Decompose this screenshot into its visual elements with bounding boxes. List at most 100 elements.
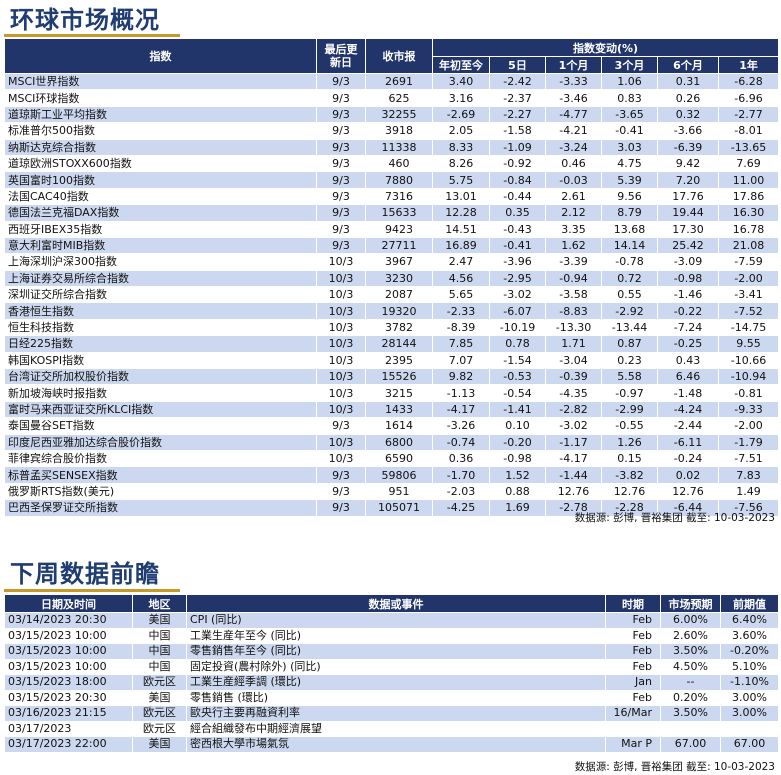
header-previous: 前期值 [720, 594, 779, 613]
close-cell: 28144 [365, 335, 433, 353]
ytd-cell: -0.74 [432, 433, 490, 451]
change-5d-cell: -3.96 [489, 253, 546, 271]
index-name-cell: 西班牙IBEX35指数 [4, 220, 317, 238]
ytd-cell: -2.33 [432, 302, 490, 320]
updated-cell: 9/3 [316, 138, 366, 156]
event-previous-cell: 67.00 [720, 736, 779, 753]
ytd-cell: 9.82 [432, 368, 490, 386]
close-cell: 1433 [365, 400, 433, 419]
table-row: 03/15/2023 18:00 欧元区 工業生産經季調 (環比) Jan -- -1.1… [4, 674, 779, 691]
event-datetime-cell: 03/15/2023 10:00 [4, 627, 133, 644]
event-region-cell: 欧元区 [132, 674, 187, 691]
event-previous-cell: 6.40% [720, 612, 779, 629]
change-5d-cell: 0.35 [489, 204, 546, 222]
event-expected-cell: 4.50% [660, 658, 721, 675]
change-6m-cell: -3.66 [657, 122, 719, 140]
change-1y-cell: -2.77 [717, 105, 780, 124]
change-5d-cell: -1.58 [489, 122, 546, 140]
event-expected-cell: -- [660, 674, 721, 691]
index-name-cell: 纳斯达克综合指数 [4, 138, 317, 156]
index-name-cell: 菲律宾综合股价指数 [4, 449, 317, 468]
event-region-cell: 中国 [132, 658, 187, 675]
table-row: 泰国曼谷SET指数 9/3 1614 -3.26 0.10 -3.02 -0.55 -2.44… [4, 417, 780, 435]
header-updated: 最后更新日 [316, 38, 366, 74]
event-name-cell: 工業生産年至今 (同比) [186, 627, 606, 644]
index-name-cell: 意大利富时MIB指数 [4, 236, 317, 255]
header-expected: 市场预期 [660, 594, 721, 613]
change-3m-cell: -0.41 [601, 122, 658, 140]
close-cell: 6590 [365, 449, 433, 468]
updated-cell: 9/3 [316, 466, 366, 484]
ytd-cell: -1.13 [432, 384, 490, 402]
change-5d-cell: -10.19 [489, 318, 546, 337]
ytd-cell: 2.47 [432, 253, 490, 271]
table-row: 纳斯达克综合指数 9/3 11338 8.33 -1.09 -3.24 3.03 -6.39-… [4, 138, 780, 156]
table-row: 富时马来西亚证交所KLCI指数 10/3 1433 -4.17 -1.41 -2.82 -2… [4, 400, 780, 419]
calendar-section-title: 下周数据前瞻 [10, 560, 160, 588]
ytd-cell: -3.26 [432, 417, 490, 435]
change-1m-cell: -3.33 [545, 72, 602, 91]
change-1m-cell: -4.21 [545, 122, 602, 140]
change-1m-cell: 2.12 [545, 204, 602, 222]
change-6m-cell: 19.44 [657, 204, 719, 222]
close-cell: 105071 [365, 499, 433, 517]
change-6m-cell: 9.42 [657, 154, 719, 173]
market-section-title: 环球市场概况 [10, 6, 160, 34]
change-1m-cell: -8.83 [545, 302, 602, 320]
index-name-cell: 上海证券交易所综合指数 [4, 269, 317, 288]
change-1m-cell: -0.94 [545, 269, 602, 288]
change-1y-cell: -2.00 [717, 417, 780, 435]
change-1y-cell: -7.59 [717, 253, 780, 271]
updated-cell: 10/3 [316, 351, 366, 370]
ytd-cell: 16.89 [432, 236, 490, 255]
ytd-cell: 13.01 [432, 187, 490, 206]
change-5d-cell: -3.02 [489, 286, 546, 304]
updated-cell: 9/3 [316, 499, 366, 517]
table-row: 日经225指数 10/3 28144 7.85 0.78 1.71 0.87 -0.25 9.5… [4, 335, 780, 353]
event-name-cell: 固定投資(農村除外) (同比) [186, 658, 606, 675]
table-row: MSCI环球指数 9/3 625 3.16 -2.37 -3.46 0.83 0.26 -6.9… [4, 89, 780, 107]
change-3m-cell: -3.65 [601, 105, 658, 124]
change-1m-cell: -3.24 [545, 138, 602, 156]
event-previous-cell: -0.20% [720, 643, 779, 660]
change-3m-cell: 3.03 [601, 138, 658, 156]
change-3m-cell: 14.14 [601, 236, 658, 255]
change-5d-cell: -0.44 [489, 187, 546, 206]
change-5d-cell: -0.92 [489, 154, 546, 173]
close-cell: 7880 [365, 171, 433, 189]
table-row: 道琼欧洲STOXX600指数 9/3 460 8.26 -0.92 0.46 4.75 9.4… [4, 154, 780, 173]
change-6m-cell: 0.02 [657, 466, 719, 484]
table-row: 上海证券交易所综合指数 10/3 3230 4.56 -2.95 -0.94 0.72 -0.… [4, 269, 780, 288]
ytd-cell: 12.28 [432, 204, 490, 222]
change-1m-cell: 1.71 [545, 335, 602, 353]
event-datetime-cell: 03/16/2023 21:15 [4, 705, 133, 722]
header-change-group: 指数变动(%) [431, 38, 780, 57]
change-6m-cell: -3.09 [657, 253, 719, 271]
change-5d-cell: 0.10 [489, 417, 546, 435]
change-1m-cell: -4.17 [545, 449, 602, 468]
event-name-cell: 零售銷售 (環比) [186, 689, 606, 706]
change-6m-cell: 6.46 [657, 368, 719, 386]
ytd-cell: 7.85 [432, 335, 490, 353]
close-cell: 27711 [365, 236, 433, 255]
index-name-cell: 韩国KOSPI指数 [4, 351, 317, 370]
change-5d-cell: -0.84 [489, 171, 546, 189]
ytd-cell: -4.25 [432, 499, 490, 517]
updated-cell: 10/3 [316, 368, 366, 386]
updated-cell: 9/3 [316, 154, 366, 173]
change-6m-cell: -2.44 [657, 417, 719, 435]
change-1y-cell: -9.33 [717, 400, 780, 419]
change-3m-cell: 0.23 [601, 351, 658, 370]
index-name-cell: 日经225指数 [4, 335, 317, 353]
table-row: 西班牙IBEX35指数 9/3 9423 14.51 -0.43 3.35 13.68 17.… [4, 220, 780, 238]
change-1y-cell: -6.28 [717, 72, 780, 91]
change-5d-cell: -0.43 [489, 220, 546, 238]
table-row: 法国CAC40指数 9/3 7316 13.01 -0.44 2.61 9.56 17.76 1… [4, 187, 780, 206]
event-name-cell: 密西根大學市場氣氛 [186, 736, 606, 753]
index-name-cell: 标准普尔500指数 [4, 122, 317, 140]
change-6m-cell: -0.22 [657, 302, 719, 320]
close-cell: 2087 [365, 286, 433, 304]
change-1y-cell: 16.30 [717, 204, 780, 222]
calendar-title-underline [4, 589, 180, 592]
change-3m-cell: 13.68 [601, 220, 658, 238]
